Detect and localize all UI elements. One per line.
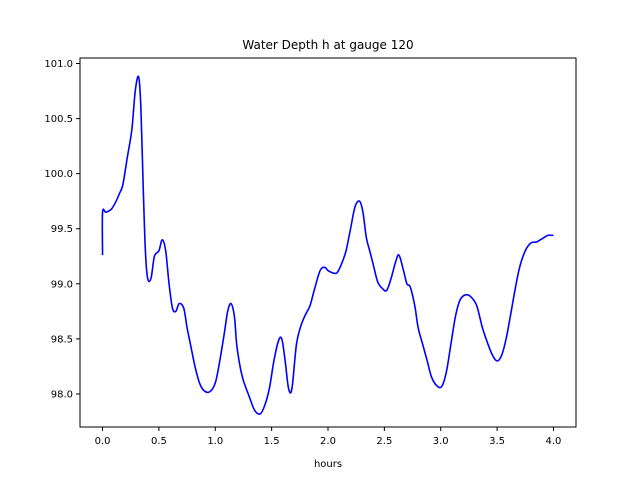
x-tick-label: 3.0 [433,436,449,447]
x-axis-label: hours [314,459,342,470]
y-tick-label: 100.5 [44,114,73,125]
y-tick-label: 99.5 [51,224,73,235]
chart-title: Water Depth h at gauge 120 [242,38,413,52]
y-tick-label: 98.5 [51,334,73,345]
x-tick-label: 2.5 [376,436,392,447]
x-tick-label: 1.5 [264,436,280,447]
x-tick-label: 0.0 [95,436,111,447]
x-tick-label: 3.5 [489,436,505,447]
x-tick-label: 0.5 [151,436,167,447]
x-tick-label: 4.0 [546,436,562,447]
y-tick-label: 99.0 [51,279,73,290]
plot-area [80,58,576,427]
x-axis-ticks: 0.0 0.5 1.0 1.5 2.0 2.5 3.0 3.5 4.0 [95,427,562,447]
plot-frame [79,57,577,428]
water-depth-line [101,75,554,415]
y-axis-ticks: 98.0 98.5 99.0 99.5 100.0 100.5 101.0 [44,59,80,400]
x-tick-label: 1.0 [207,436,223,447]
y-tick-label: 100.0 [44,169,73,180]
y-tick-label: 101.0 [44,59,73,70]
y-tick-label: 98.0 [51,389,73,400]
x-tick-label: 2.0 [320,436,336,447]
series-layer [101,75,554,415]
